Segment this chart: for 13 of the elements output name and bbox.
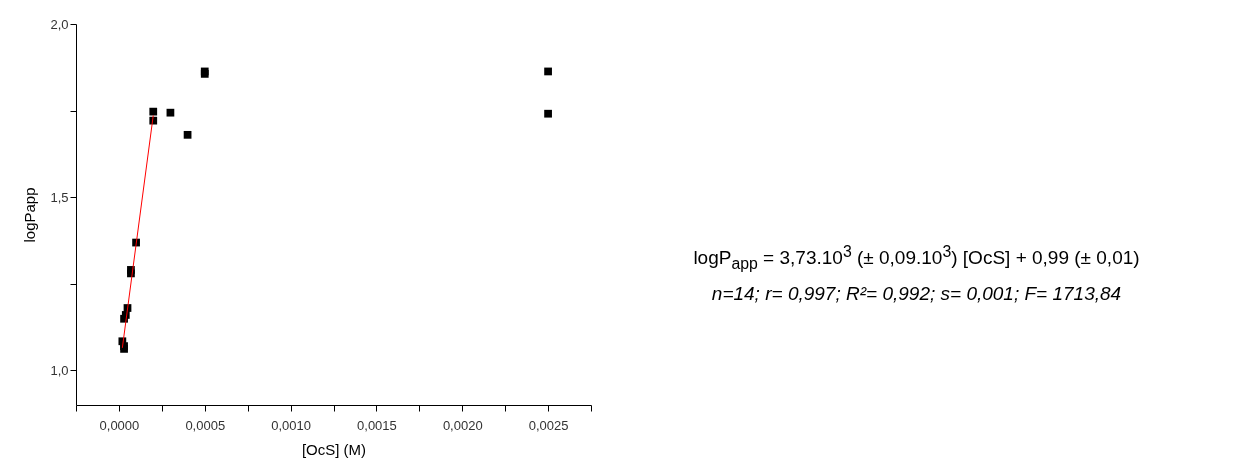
y-tick-label: 2,0 — [50, 16, 69, 32]
text: logP$_{app}$ = 3,73.10$^{3}$ (± 0,09.10$^{3}$) [OcS] + 0,99 (± 0,01) — [692, 243, 1141, 274]
y-tick-label: 1,5 — [50, 189, 69, 205]
x-axis-title: [OcS] (M) — [301, 440, 367, 458]
x-tick-label: 0,0000 — [99, 417, 140, 433]
x-tick-label: 0,0005 — [185, 417, 226, 433]
x-tick-label: 0,0020 — [442, 417, 483, 433]
x-tick-label: 0,0015 — [357, 417, 397, 433]
text: n=14; r= 0,997; R²= 0,992; s= 0,001; F= 1713,84 — [710, 283, 1123, 306]
x-tick-label: 0,0025 — [528, 417, 569, 433]
x-tick-label: 0,0010 — [271, 417, 311, 433]
y-tick-label: 1,0 — [50, 362, 69, 378]
y-axis-title: logPapp — [21, 187, 39, 243]
